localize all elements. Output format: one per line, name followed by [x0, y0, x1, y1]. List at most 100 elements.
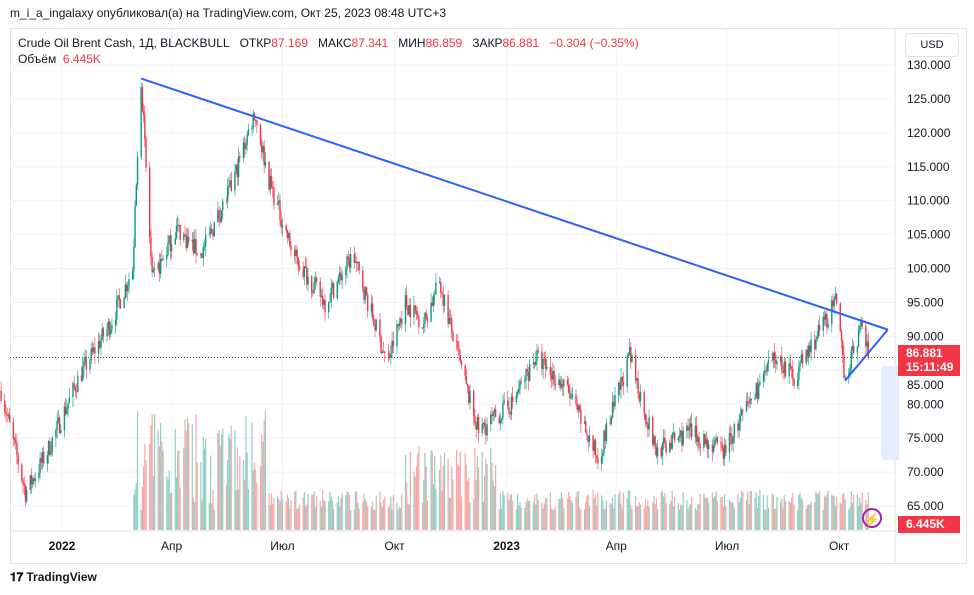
candle-body: [244, 142, 246, 150]
candle-body: [340, 272, 342, 281]
candle-body: [465, 376, 468, 384]
candle-body: [209, 228, 212, 234]
candle-body: [183, 234, 185, 241]
volume-bar: [475, 480, 477, 530]
volume-bar: [348, 494, 351, 530]
volume-bar: [431, 451, 433, 530]
candle-body: [552, 371, 554, 380]
candle-body: [169, 235, 172, 252]
candle-body: [242, 142, 245, 159]
candle-body: [21, 464, 23, 481]
volume-bar: [549, 492, 552, 530]
volume-bar: [145, 460, 147, 530]
candle-body: [337, 276, 340, 282]
volume-bar: [844, 499, 846, 530]
candle-body: [24, 486, 27, 502]
volume-bar: [636, 506, 638, 530]
candle-body: [511, 396, 514, 402]
volume-bar: [498, 509, 500, 530]
candle-body: [754, 398, 756, 400]
volume-bar: [525, 501, 527, 530]
volume-bar: [375, 495, 377, 530]
candle-body: [745, 401, 748, 412]
candle-body: [251, 128, 253, 130]
volume-bar: [653, 495, 655, 530]
volume-bar: [183, 447, 185, 530]
candle-body: [12, 422, 14, 438]
tradingview-logo[interactable]: 𝟏𝟕 TradingView: [10, 570, 97, 585]
volume-bar: [822, 509, 824, 530]
volume-bar: [698, 504, 700, 530]
candle-body: [541, 351, 543, 370]
volume-bar: [268, 492, 270, 530]
candle-body: [92, 347, 95, 352]
volume-bar: [628, 490, 631, 530]
volume-bar: [484, 475, 486, 530]
y-tick-label: 110.000: [907, 194, 950, 208]
volume-bar: [493, 486, 495, 530]
candle-body: [7, 414, 10, 416]
candle-body: [312, 292, 314, 294]
candle-body: [771, 359, 773, 361]
candle-body: [588, 435, 591, 443]
volume-bar: [682, 492, 684, 530]
volume-bar: [648, 506, 650, 530]
volume-bar: [558, 498, 560, 530]
volume-bar: [302, 497, 304, 530]
candle-body: [490, 414, 492, 425]
candle-body: [225, 200, 228, 202]
volume-bar: [840, 504, 843, 530]
currency-button[interactable]: USD: [905, 33, 959, 57]
volume-bar: [381, 506, 383, 530]
volume-bar: [551, 508, 553, 530]
tool-panel[interactable]: [881, 366, 899, 460]
candle-body: [443, 294, 446, 306]
volume-bar: [303, 491, 305, 530]
candle-body: [525, 369, 527, 381]
candle-body: [381, 351, 384, 354]
volume-bar: [392, 495, 394, 530]
candle-body: [399, 318, 402, 323]
volume-bar: [568, 492, 570, 530]
candle-body: [527, 371, 530, 382]
candle-body: [108, 321, 111, 335]
volume-bar: [448, 497, 450, 530]
volume-bar: [365, 501, 368, 530]
candle-body: [491, 414, 493, 417]
candle-body: [237, 156, 240, 178]
volume-bar: [745, 500, 748, 530]
candle-body: [60, 430, 62, 434]
candle-body: [64, 406, 67, 415]
lightning-icon[interactable]: ⚡: [862, 508, 882, 528]
candle-body: [30, 475, 33, 485]
volume-bar: [492, 480, 494, 530]
candle-body: [202, 246, 204, 258]
candle-body: [195, 239, 197, 255]
volume-bar: [230, 425, 232, 530]
volume-bar: [592, 490, 594, 530]
candle-body: [83, 360, 85, 368]
candle-body: [469, 390, 471, 403]
candle-body: [790, 366, 793, 369]
candle-body: [388, 354, 391, 358]
candle-body: [715, 437, 717, 441]
candle-body: [661, 442, 664, 457]
volume-bar: [759, 490, 761, 530]
candle-body: [452, 331, 454, 341]
candle-body: [818, 324, 821, 331]
chart-frame[interactable]: [10, 28, 967, 564]
candle-body: [688, 427, 690, 431]
candle-body: [865, 326, 867, 347]
candle-body: [117, 295, 119, 300]
volume-bar: [832, 495, 834, 530]
volume-bar: [806, 505, 809, 530]
volume-bar: [543, 503, 545, 530]
symbol-title[interactable]: Crude Oil Brent Cash, 1Д, BLACKBULL: [18, 36, 230, 50]
candle-body: [432, 295, 435, 307]
volume-bar: [244, 480, 246, 530]
candle-body: [660, 447, 662, 457]
volume-bar: [380, 502, 382, 530]
candle-body: [421, 327, 424, 329]
volume-bar: [423, 480, 425, 530]
